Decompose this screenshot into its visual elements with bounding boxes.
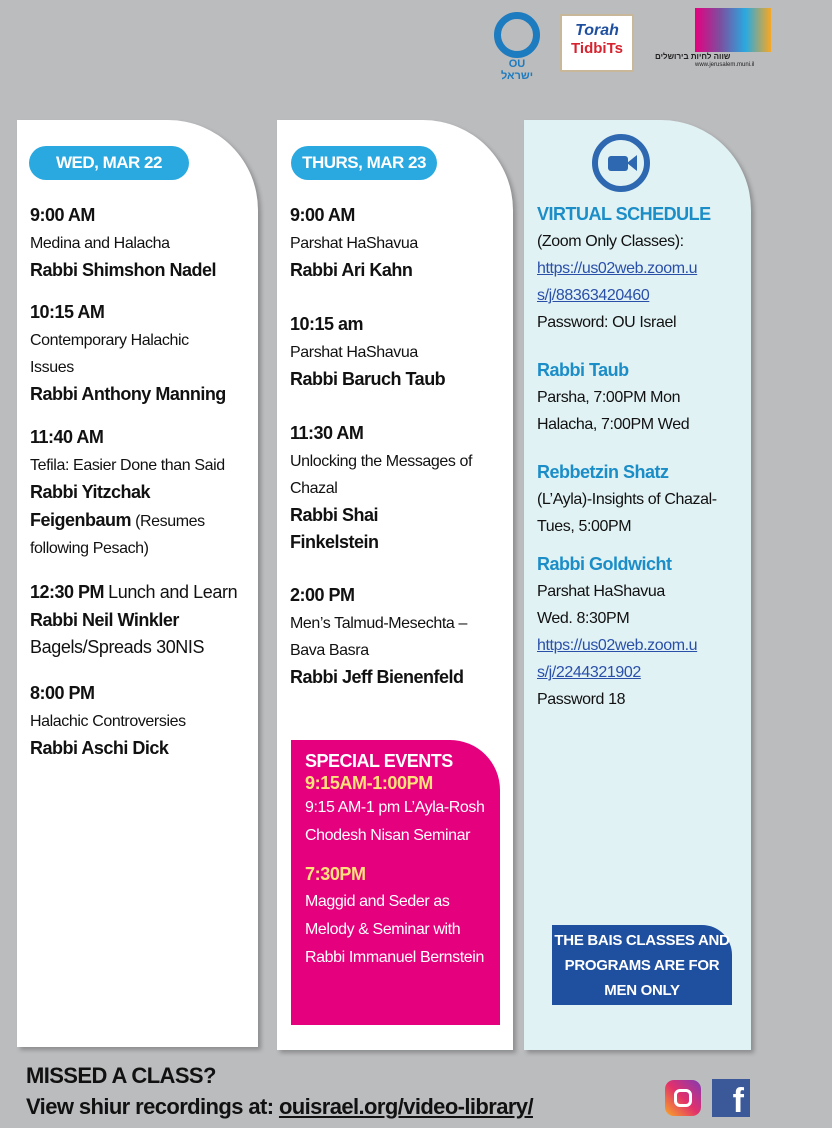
schedule-entry: 11:40 AM Tefila: Easier Done than Said Ra… (30, 427, 225, 557)
thursday-column: THURS, MAR 23 9:00 AM Parshat HaShavua Rab… (277, 120, 513, 1050)
virtual-schedule: VIRTUAL SCHEDULE (Zoom Only Classes): ht… (537, 204, 717, 708)
schedule-entry: 9:00 AM Parshat HaShavua Rabbi Ari Kahn (290, 205, 418, 280)
date-pill: WED, MAR 22 (29, 146, 189, 180)
schedule-entry: 2:00 PM Men’s Talmud-Mesechta – Bava Basr… (290, 585, 467, 687)
footer: MISSED A CLASS? View shiur recordings at… (26, 1063, 534, 1119)
schedule-entry: 10:15 AM Contemporary Halachic Issues Rabb… (30, 302, 226, 404)
schedule-entry: 10:15 am Parshat HaShavua Rabbi Baruch Tau… (290, 314, 446, 389)
zoom-link-2[interactable]: https://us02web.zoom.us/j/2244321902 (537, 637, 698, 681)
special-events-box: SPECIAL EVENTS 9:15AM-1:00PM 9:15 AM-1 p… (291, 740, 500, 1025)
torah-tidbits-logo: Torah TidbiTs (560, 14, 634, 72)
wednesday-column: WED, MAR 22 9:00 AM Medina and Halacha Rab… (17, 120, 258, 1047)
jerusalem-logo: שווה לחיות בירושלים www.jerusalem.muni.i… (655, 8, 773, 70)
virtual-schedule-column: VIRTUAL SCHEDULE (Zoom Only Classes): ht… (524, 120, 751, 1050)
instagram-icon[interactable] (665, 1080, 701, 1116)
schedule-entry: 12:30 PM Lunch and Learn Rabbi Neil Winkl… (30, 582, 238, 657)
zoom-link-1[interactable]: https://us02web.zoom.us/j/88363420460 (537, 260, 698, 304)
schedule-entry: 11:30 AM Unlocking the Messages of Chazal… (290, 423, 473, 552)
video-library-link[interactable]: ouisrael.org/video-library/ (278, 1094, 534, 1119)
men-only-notice: THE BAIS CLASSES AND PROGRAMS ARE FOR ME… (552, 925, 732, 1005)
facebook-icon[interactable]: f (712, 1079, 750, 1117)
schedule-entry: 9:00 AM Medina and Halacha Rabbi Shimshon … (30, 205, 217, 280)
date-pill: THURS, MAR 23 (291, 146, 437, 180)
zoom-camera-icon (592, 134, 650, 192)
ou-logo: OU ישראל (492, 12, 542, 82)
schedule-entry: 8:00 PM Halachic Controversies Rabbi Aschi… (30, 683, 186, 758)
